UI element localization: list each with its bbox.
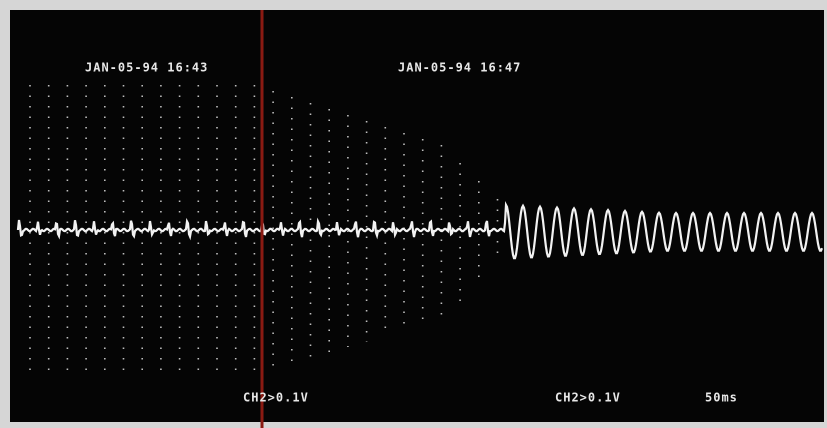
waveform: [16, 200, 824, 260]
timestamp: JAN-05-94 16:47: [398, 61, 521, 75]
channel-label: CH2>0.1V: [243, 391, 309, 405]
timestamp: JAN-05-94 16:43: [85, 61, 208, 75]
display: [10, 10, 824, 422]
timebase-label: 50ms: [705, 391, 738, 405]
channel-label: CH2>0.1V: [555, 391, 621, 405]
